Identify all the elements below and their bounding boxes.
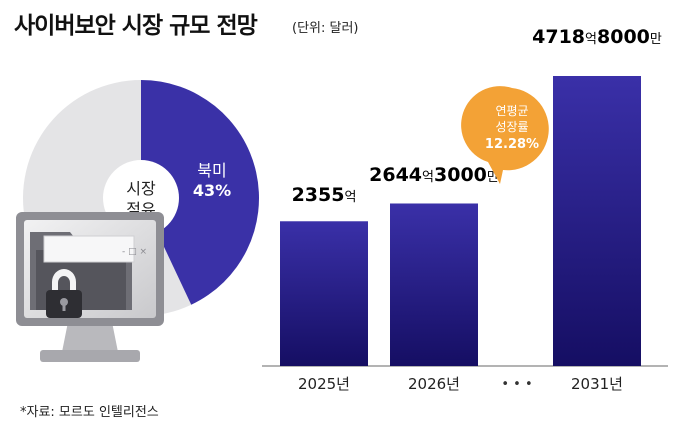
bar-2026 bbox=[390, 203, 478, 366]
unit-label: (단위: 달러) bbox=[292, 21, 359, 36]
computer-security-lock-icon: - □ × bbox=[16, 212, 164, 362]
bar-value-label-2031: 4718억8000만 bbox=[532, 26, 662, 48]
bar-2031 bbox=[553, 76, 641, 366]
x-tick-label-2026: 2026년 bbox=[408, 375, 460, 393]
callout-line2: 성장률 bbox=[495, 120, 528, 134]
x-tick-label-2031: 2031년 bbox=[571, 375, 623, 393]
bar-value-label-2025: 2355억 bbox=[292, 184, 357, 206]
svg-text:- □ ×: - □ × bbox=[122, 247, 147, 257]
chart-title: 사이버보안 시장 규모 전망 bbox=[14, 13, 258, 39]
x-tick-label-2025: 2025년 bbox=[298, 375, 350, 393]
pie-slice-value: 43% bbox=[193, 181, 231, 200]
ellipsis-marker: • • • bbox=[501, 377, 532, 392]
source-note: *자료: 모르도 인텔리전스 bbox=[20, 405, 159, 420]
callout-line1: 연평균 bbox=[495, 104, 528, 118]
growth-rate-callout: 연평균 성장률 12.28% bbox=[461, 86, 549, 184]
pie-center-label-line1: 시장 bbox=[126, 179, 156, 198]
bar-2025 bbox=[280, 221, 368, 366]
bar-value-label-2026: 2644억3000만 bbox=[369, 164, 499, 186]
pie-slice-north-america bbox=[141, 80, 260, 305]
pie-slice-label: 북미 bbox=[197, 161, 226, 180]
bar-sub-label-2031: (약 695조원) bbox=[560, 59, 635, 74]
callout-line3: 12.28% bbox=[485, 137, 539, 152]
